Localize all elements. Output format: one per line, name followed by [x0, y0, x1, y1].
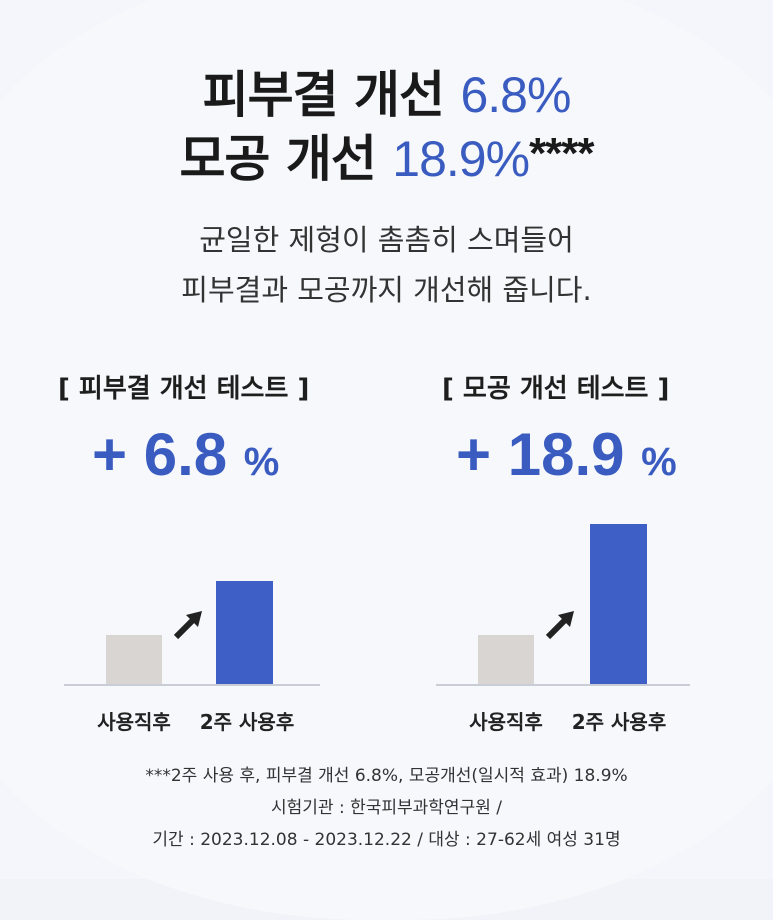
test-title-pore: [ 모공 개선 테스트 ]: [442, 374, 670, 404]
footnote-line2: 시험기관 : 한국피부과학연구원 /: [271, 798, 502, 818]
headline-line2-value: 18.9%: [392, 131, 530, 187]
test-value-number: + 18.9: [456, 421, 625, 488]
footnote-line1: ***2주 사용 후, 피부결 개선 6.8%, 모공개선(일시적 효과) 18…: [145, 766, 628, 786]
increase-arrow-icon: [545, 611, 574, 640]
subtext-line2: 피부결과 모공까지 개선해 줍니다.: [181, 273, 592, 307]
headline-pore: 모공 개선 18.9%****: [0, 126, 773, 195]
bar-after-skin-texture: [216, 581, 273, 684]
product-claim-card: 피부결 개선 6.8% 모공 개선 18.9%**** 균일한 제형이 촘촘히 …: [0, 62, 773, 850]
headline-line1-label: 피부결 개선: [202, 66, 445, 124]
headline-line2-label: 모공 개선: [179, 130, 376, 188]
bar-before-skin-texture: [106, 635, 162, 684]
subtext-line1: 균일한 제형이 촘촘히 스며들어: [199, 223, 574, 257]
headline-skin-texture: 피부결 개선 6.8%: [0, 62, 773, 128]
bar-label-after: 2주 사용후: [199, 710, 295, 734]
test-title-skin-texture: [ 피부결 개선 테스트 ]: [58, 374, 310, 404]
test-value-pore: + 18.9 %: [456, 420, 677, 489]
test-value-skin-texture: + 6.8 %: [92, 420, 279, 489]
bar-before-pore: [478, 635, 534, 684]
test-value-unit: %: [243, 440, 280, 484]
bar-label-before: 사용직후: [469, 710, 543, 734]
headline-line1-value: 6.8%: [460, 67, 571, 123]
bar-after-pore: [590, 524, 647, 684]
bar-label-after: 2주 사용후: [571, 710, 667, 734]
chart-baseline: [64, 684, 320, 686]
bar-label-before: 사용직후: [97, 710, 171, 734]
chart-baseline: [436, 684, 690, 686]
footnote-line3: 기간 : 2023.12.08 - 2023.12.22 / 대상 : 27-6…: [152, 830, 621, 850]
increase-arrow-icon: [173, 611, 202, 640]
test-value-unit: %: [641, 440, 677, 484]
test-value-number: + 6.8: [92, 421, 228, 488]
headline-footnote-marker: ****: [529, 129, 594, 178]
